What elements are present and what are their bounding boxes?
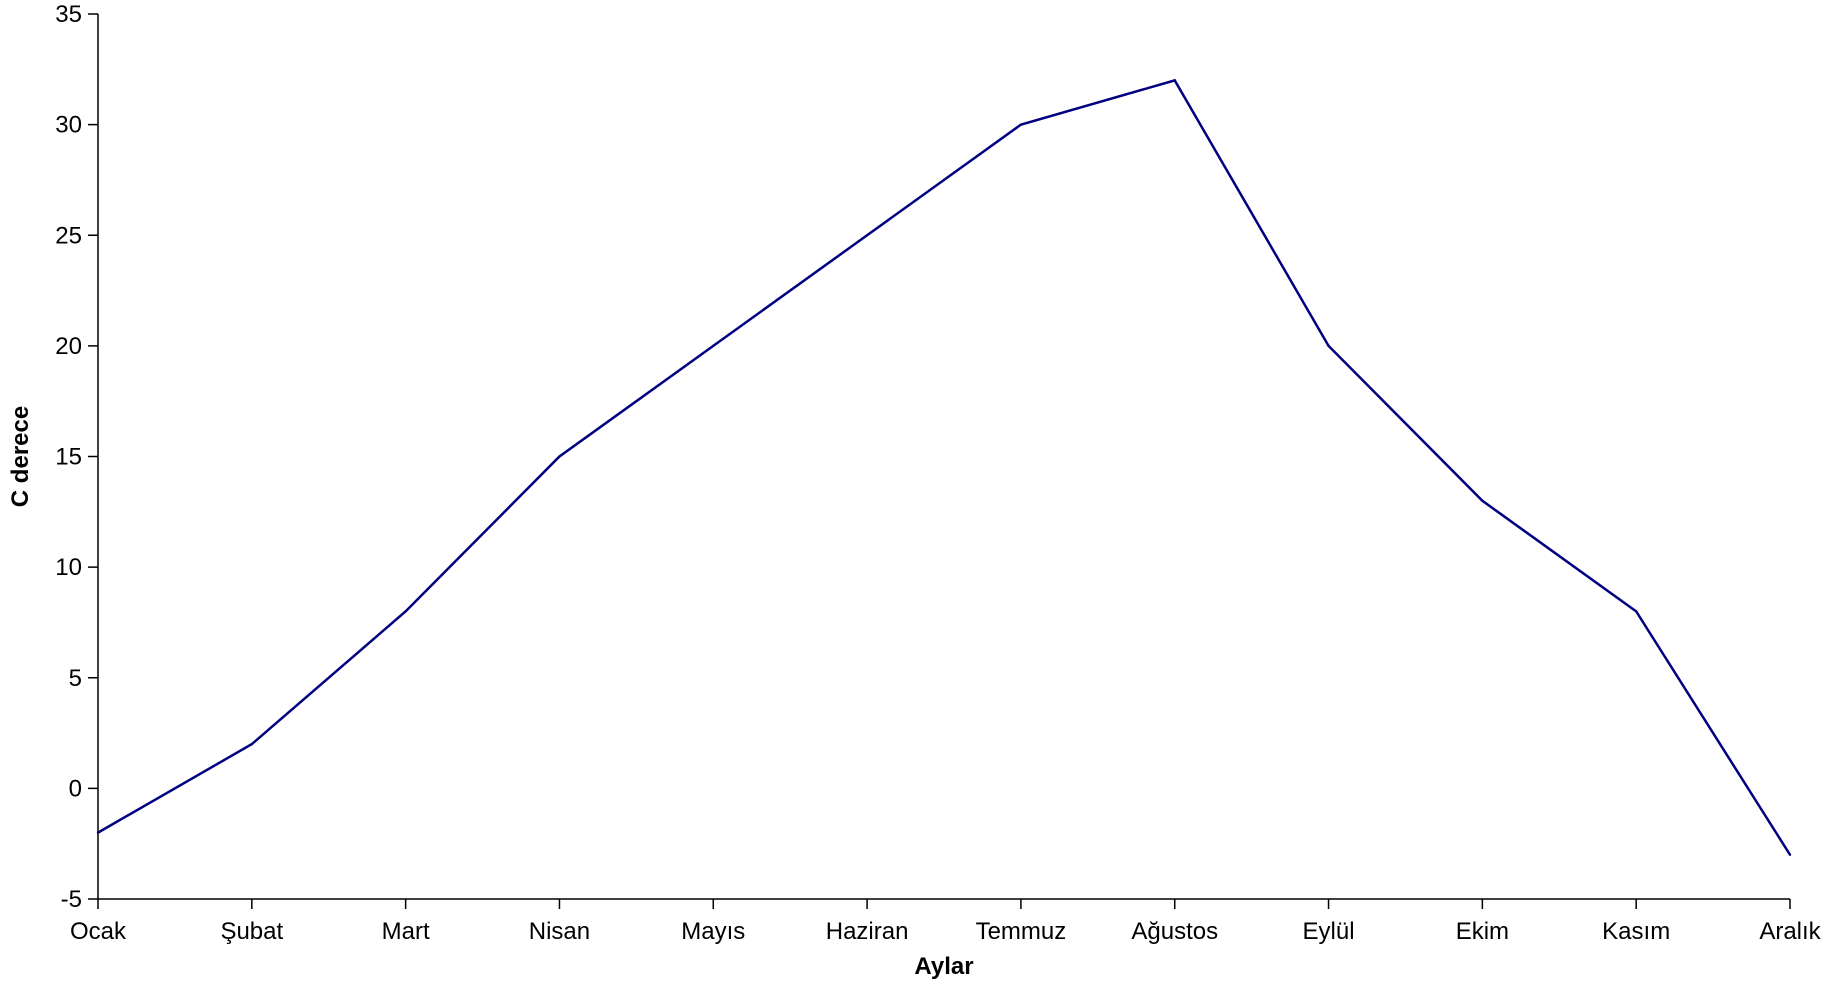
series-line	[97, 78, 1792, 856]
y-axis-ticks: -5 0 5 10 15 20 25 30 35	[55, 1, 98, 913]
x-tick-label: Mayıs	[681, 918, 745, 945]
x-tick-label: Haziran	[826, 918, 909, 945]
x-tick-label: Kasım	[1602, 918, 1670, 945]
x-axis-ticks: Ocak Şubat Mart Nisan Mayıs Haziran Temmuz Ağus…	[70, 899, 1822, 945]
x-tick-label: Ocak	[70, 918, 127, 945]
data-point	[96, 831, 100, 834]
data-point	[1481, 499, 1484, 502]
y-tick-label: 30	[55, 112, 82, 139]
x-tick-label: Ağustos	[1131, 918, 1218, 945]
data-point	[1788, 853, 1792, 856]
x-tick-label: Nisan	[529, 918, 590, 945]
data-point	[250, 742, 254, 746]
x-tick-label: Mart	[382, 918, 430, 945]
y-tick-label: 5	[69, 665, 82, 692]
data-point	[1327, 344, 1330, 348]
y-tick-label: -5	[61, 886, 82, 913]
data-point	[1173, 79, 1176, 82]
y-tick-label: 0	[69, 775, 82, 802]
y-tick-label: 25	[55, 222, 82, 249]
data-point	[1634, 610, 1638, 613]
data-point	[712, 344, 715, 348]
x-tick-label: Aralık	[1759, 918, 1821, 945]
y-tick-label: 10	[55, 554, 82, 581]
data-point	[558, 455, 561, 458]
data-point	[865, 234, 869, 237]
y-axis-title: C derece	[7, 406, 34, 507]
y-tick-label: 35	[55, 1, 82, 28]
x-tick-label: Temmuz	[976, 918, 1067, 945]
x-tick-label: Ekim	[1456, 918, 1509, 945]
x-tick-label: Şubat	[220, 918, 283, 945]
series-layer	[96, 78, 1792, 856]
y-tick-label: 15	[55, 444, 82, 471]
x-tick-label: Eylül	[1303, 918, 1355, 945]
y-tick-label: 20	[55, 333, 82, 360]
data-point	[404, 610, 407, 613]
x-axis-title: Aylar	[914, 953, 973, 980]
data-point	[1019, 123, 1023, 126]
